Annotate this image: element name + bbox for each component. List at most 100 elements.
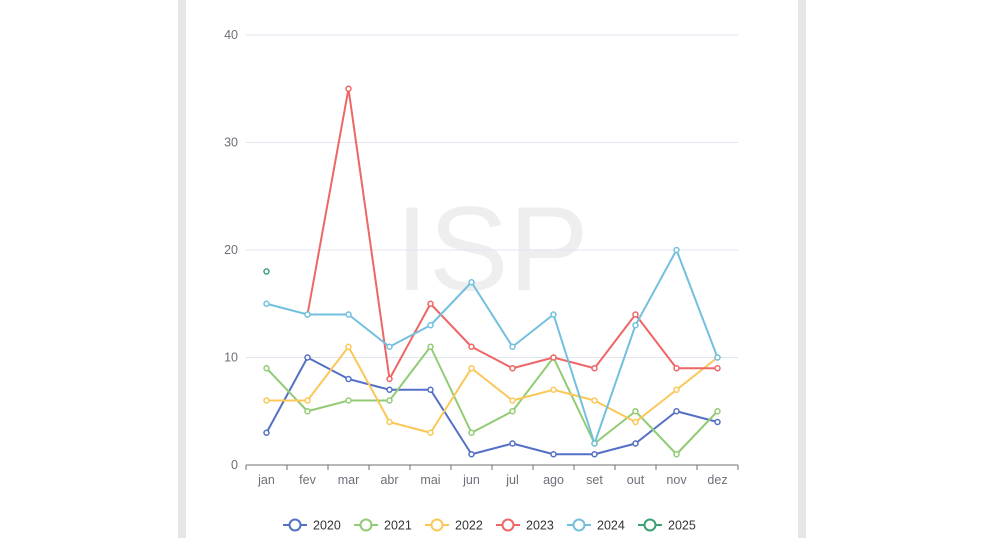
data-point-2022-fev[interactable] <box>304 397 311 404</box>
series-2021 <box>263 343 721 458</box>
data-point-2023-set[interactable] <box>591 365 598 372</box>
axes: 0 10 20 30 40 jan fev mar abr mai jun jul ago set out n… <box>224 28 739 487</box>
data-point-2020-set[interactable] <box>591 451 598 458</box>
series-2025 <box>263 268 270 275</box>
data-point-2020-jul[interactable] <box>509 440 516 447</box>
data-point-2022-jul[interactable] <box>509 397 516 404</box>
data-point-2024-jun[interactable] <box>468 279 475 286</box>
x-tick-label-jun: jun <box>462 473 480 487</box>
data-point-2021-dez[interactable] <box>714 408 721 415</box>
data-point-2024-nov[interactable] <box>673 246 680 254</box>
data-point-2024-dez[interactable] <box>714 354 721 361</box>
data-point-2024-jul[interactable] <box>509 343 516 350</box>
x-tick-label-mar: mar <box>338 473 360 487</box>
data-point-2023-ago[interactable] <box>550 354 557 361</box>
panel-border-right <box>798 0 806 538</box>
panel-border-left <box>178 0 186 538</box>
data-point-2020-jan[interactable] <box>263 429 270 436</box>
data-point-2021-jan[interactable] <box>263 365 270 372</box>
legend[interactable]: 2020 2021 2022 2023 2024 2025 <box>283 518 696 533</box>
x-tick-label-out: out <box>627 473 645 487</box>
x-tick-label-ago: ago <box>543 473 564 487</box>
data-point-2022-ago[interactable] <box>550 386 557 393</box>
data-point-2020-dez[interactable] <box>714 418 721 426</box>
data-point-2022-mar[interactable] <box>345 343 352 350</box>
data-point-2021-nov[interactable] <box>673 451 680 458</box>
data-point-2021-out[interactable] <box>632 408 639 415</box>
legend-marker-icon <box>288 518 302 532</box>
data-point-2021-fev[interactable] <box>304 408 311 415</box>
data-point-2022-nov[interactable] <box>673 386 680 393</box>
data-point-2022-jun[interactable] <box>468 365 475 372</box>
legend-item-2022[interactable]: 2022 <box>425 518 483 533</box>
data-point-2022-mai[interactable] <box>427 429 434 436</box>
series-2022 <box>263 343 721 436</box>
series-layer <box>263 85 721 458</box>
legend-label: 2025 <box>668 519 696 533</box>
legend-label: 2022 <box>455 519 483 533</box>
data-point-2024-out[interactable] <box>632 322 639 329</box>
data-point-2022-out[interactable] <box>632 418 639 426</box>
legend-marker-icon <box>359 518 373 532</box>
legend-marker-icon <box>501 518 515 532</box>
data-point-2020-out[interactable] <box>632 440 639 447</box>
series-2024 <box>263 246 721 447</box>
data-point-2023-jun[interactable] <box>468 343 475 350</box>
series-line-2022 <box>266 345 719 434</box>
legend-item-2023[interactable]: 2023 <box>496 518 554 533</box>
data-point-2021-jun[interactable] <box>468 429 475 436</box>
legend-item-2025[interactable]: 2025 <box>638 518 696 533</box>
data-point-2020-fev[interactable] <box>304 354 311 361</box>
legend-item-2024[interactable]: 2024 <box>567 518 625 533</box>
legend-label: 2020 <box>313 519 341 533</box>
data-point-2021-mar[interactable] <box>345 397 352 404</box>
legend-label: 2021 <box>384 519 412 533</box>
legend-marker-icon <box>572 518 586 532</box>
data-point-2024-set[interactable] <box>591 440 598 447</box>
data-point-2023-dez[interactable] <box>714 365 721 372</box>
series-2023 <box>304 85 721 383</box>
data-point-2020-ago[interactable] <box>550 451 557 458</box>
legend-label: 2024 <box>597 519 625 533</box>
x-tick-label-fev: fev <box>299 473 316 487</box>
y-tick-label: 0 <box>231 458 238 472</box>
data-point-2023-mai[interactable] <box>427 300 434 307</box>
data-point-2020-mar[interactable] <box>345 375 352 383</box>
data-point-2020-nov[interactable] <box>673 408 680 415</box>
data-point-2023-mar[interactable] <box>345 85 352 92</box>
legend-item-2021[interactable]: 2021 <box>354 518 412 533</box>
data-point-2020-mai[interactable] <box>427 386 434 393</box>
x-tick-label-mai: mai <box>420 473 440 487</box>
data-point-2023-out[interactable] <box>632 311 639 318</box>
data-point-2020-abr[interactable] <box>386 386 393 393</box>
data-point-2024-mar[interactable] <box>345 311 352 318</box>
data-point-2024-jan[interactable] <box>263 300 270 307</box>
data-point-2022-set[interactable] <box>591 397 598 404</box>
data-point-2020-jun[interactable] <box>468 451 475 458</box>
x-tick-label-dez: dez <box>707 473 727 487</box>
data-point-2021-abr[interactable] <box>386 397 393 404</box>
series-line-2020 <box>265 356 718 456</box>
data-point-2024-fev[interactable] <box>304 311 311 318</box>
data-point-2023-jul[interactable] <box>509 365 516 372</box>
data-point-2021-mai[interactable] <box>427 343 434 350</box>
data-point-2024-mai[interactable] <box>427 322 434 329</box>
series-line-2021 <box>265 345 719 456</box>
data-point-2022-abr[interactable] <box>386 418 393 426</box>
data-point-2024-abr[interactable] <box>386 343 393 350</box>
data-point-2022-jan[interactable] <box>263 397 270 404</box>
watermark: ISP <box>395 182 588 316</box>
series-line-2024 <box>266 249 719 445</box>
y-tick-label: 30 <box>224 136 238 150</box>
legend-item-2020[interactable]: 2020 <box>283 518 341 533</box>
legend-label: 2023 <box>526 519 554 533</box>
data-point-2025-jan[interactable] <box>263 268 270 275</box>
data-point-2021-jul[interactable] <box>509 408 516 415</box>
data-point-2024-ago[interactable] <box>550 311 557 318</box>
series-2020 <box>263 354 721 458</box>
data-point-2023-nov[interactable] <box>673 365 680 372</box>
x-tick-label-jul: jul <box>505 473 519 487</box>
data-point-2023-abr[interactable] <box>386 375 393 383</box>
legend-marker-icon <box>643 518 657 532</box>
